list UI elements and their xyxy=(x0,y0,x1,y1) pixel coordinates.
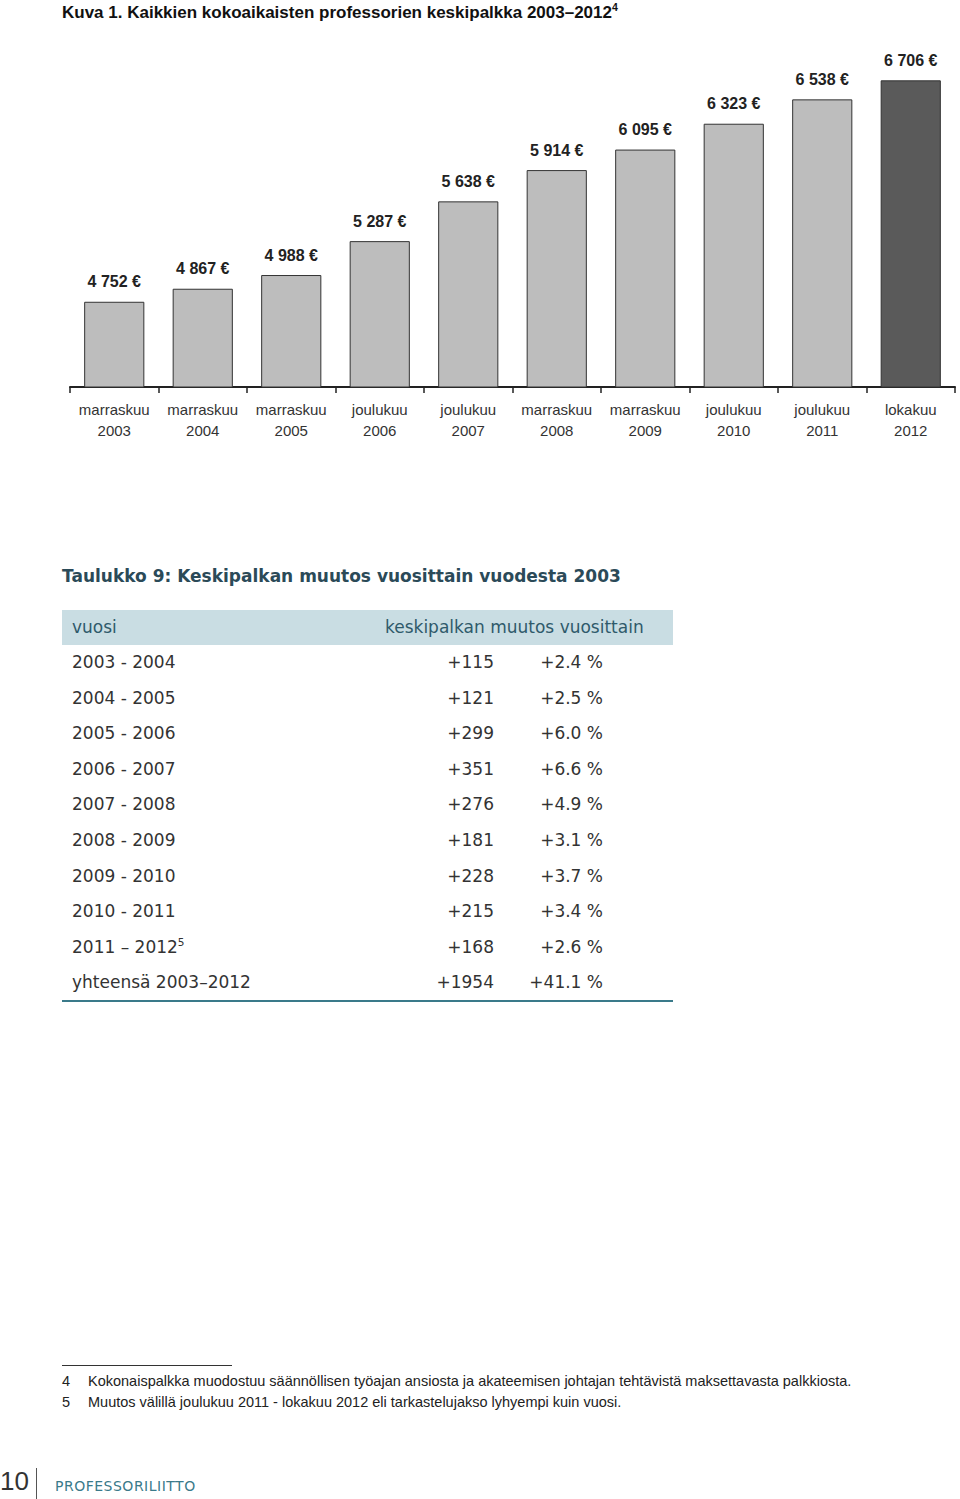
html-text:+6.6 %: +6.6 % xyxy=(540,758,603,779)
html-text:2011 – 2012: 2011 – 2012 xyxy=(72,936,178,957)
svg-text:marraskuu: marraskuu xyxy=(256,401,327,418)
html-text:+115: +115 xyxy=(447,652,494,672)
svg-text:6 323 €: 6 323 € xyxy=(707,95,760,112)
svg-text:2004: 2004 xyxy=(186,422,219,439)
html-text:+215: +215 xyxy=(447,901,494,922)
svg-text:lokakuu: lokakuu xyxy=(885,401,937,418)
svg-text:2003: 2003 xyxy=(98,422,131,439)
html-text:+3.7 %: +3.7 % xyxy=(540,865,603,886)
svg-text:4 988 €: 4 988 € xyxy=(265,247,318,264)
html-text:+168: +168 xyxy=(447,936,494,957)
svg-text:marraskuu: marraskuu xyxy=(79,401,150,418)
svg-text:6 706 €: 6 706 € xyxy=(884,52,937,69)
svg-text:2005: 2005 xyxy=(275,422,308,439)
html-text:Kokonaispalkka muodostuu säänn: Kokonaispalkka muodostuu säännöllisen ty… xyxy=(88,1373,852,1389)
svg-text:2007: 2007 xyxy=(452,422,485,439)
html-text:+299: +299 xyxy=(447,723,494,744)
html-text:vuosi: vuosi xyxy=(72,617,117,637)
svg-text:2011: 2011 xyxy=(806,422,838,439)
html-text:5: 5 xyxy=(177,936,185,949)
html-text:2010 - 2011: 2010 - 2011 xyxy=(72,901,176,922)
html-text:+4.9 %: +4.9 % xyxy=(540,794,603,815)
html-text:2007 - 2008: 2007 - 2008 xyxy=(72,794,176,815)
html-text:2004 - 2005: 2004 - 2005 xyxy=(72,687,176,708)
html-text:yhteensä 2003–2012: yhteensä 2003–2012 xyxy=(72,972,251,993)
svg-text:joulukuu: joulukuu xyxy=(705,401,762,418)
html-text:+41.1 %: +41.1 % xyxy=(529,972,603,993)
html-text:+276: +276 xyxy=(447,794,494,815)
html-text:+2.5 %: +2.5 % xyxy=(540,687,603,708)
html-text:4: 4 xyxy=(612,1,618,14)
html-text:+2.4 %: +2.4 % xyxy=(540,652,603,672)
svg-text:marraskuu: marraskuu xyxy=(167,401,238,418)
svg-text:marraskuu: marraskuu xyxy=(521,401,592,418)
html-text:10: 10 xyxy=(0,1466,29,1496)
svg-text:6 095 €: 6 095 € xyxy=(619,121,672,138)
html-text:Kuva 1. Kaikkien kokoaikaisten: Kuva 1. Kaikkien kokoaikaisten professor… xyxy=(62,3,612,22)
svg-text:2012: 2012 xyxy=(894,422,927,439)
svg-text:5 287 €: 5 287 € xyxy=(353,213,406,230)
html-text:2003 - 2004: 2003 - 2004 xyxy=(72,652,176,672)
html-text:2006 - 2007: 2006 - 2007 xyxy=(72,758,176,779)
html-text:4: 4 xyxy=(62,1373,71,1389)
svg-text:joulukuu: joulukuu xyxy=(793,401,850,418)
svg-text:4 867 €: 4 867 € xyxy=(176,260,229,277)
html-text:keskipalkan muutos vuosittain: keskipalkan muutos vuosittain xyxy=(385,617,644,637)
svg-text:5 914 €: 5 914 € xyxy=(530,142,583,159)
svg-text:2006: 2006 xyxy=(363,422,396,439)
svg-text:2010: 2010 xyxy=(717,422,750,439)
html-text:+1954: +1954 xyxy=(436,972,494,993)
html-text:2008 - 2009: 2008 - 2009 xyxy=(72,830,176,850)
html-text:+228: +228 xyxy=(447,865,494,886)
html-text:5: 5 xyxy=(62,1394,71,1410)
svg-text:6 538 €: 6 538 € xyxy=(796,71,849,88)
svg-text:2008: 2008 xyxy=(540,422,573,439)
html-text:+3.4 %: +3.4 % xyxy=(540,901,603,922)
svg-text:4 752 €: 4 752 € xyxy=(88,273,141,290)
svg-text:5 638 €: 5 638 € xyxy=(442,173,495,190)
html-text:PROFESSORILIITTO: PROFESSORILIITTO xyxy=(55,1478,196,1494)
html-text:2005 - 2006: 2005 - 2006 xyxy=(72,723,176,744)
html-text:+351: +351 xyxy=(447,758,494,779)
html-text:+2.6 %: +2.6 % xyxy=(540,936,603,957)
svg-text:marraskuu: marraskuu xyxy=(610,401,681,418)
html-text:Taulukko 9: Keskipalkan muutos: Taulukko 9: Keskipalkan muutos vuosittai… xyxy=(62,566,621,586)
html-text:Muutos välillä joulukuu 2011 -: Muutos välillä joulukuu 2011 - lokakuu 2… xyxy=(88,1394,622,1410)
html-text:+121: +121 xyxy=(447,687,494,708)
html-text:2009 - 2010: 2009 - 2010 xyxy=(72,865,176,886)
svg-text:joulukuu: joulukuu xyxy=(439,401,496,418)
svg-text:joulukuu: joulukuu xyxy=(351,401,408,418)
html-text:+6.0 %: +6.0 % xyxy=(540,723,603,744)
html-text:+181: +181 xyxy=(447,830,494,850)
svg-text:2009: 2009 xyxy=(629,422,662,439)
html-text:+3.1 %: +3.1 % xyxy=(540,830,603,850)
